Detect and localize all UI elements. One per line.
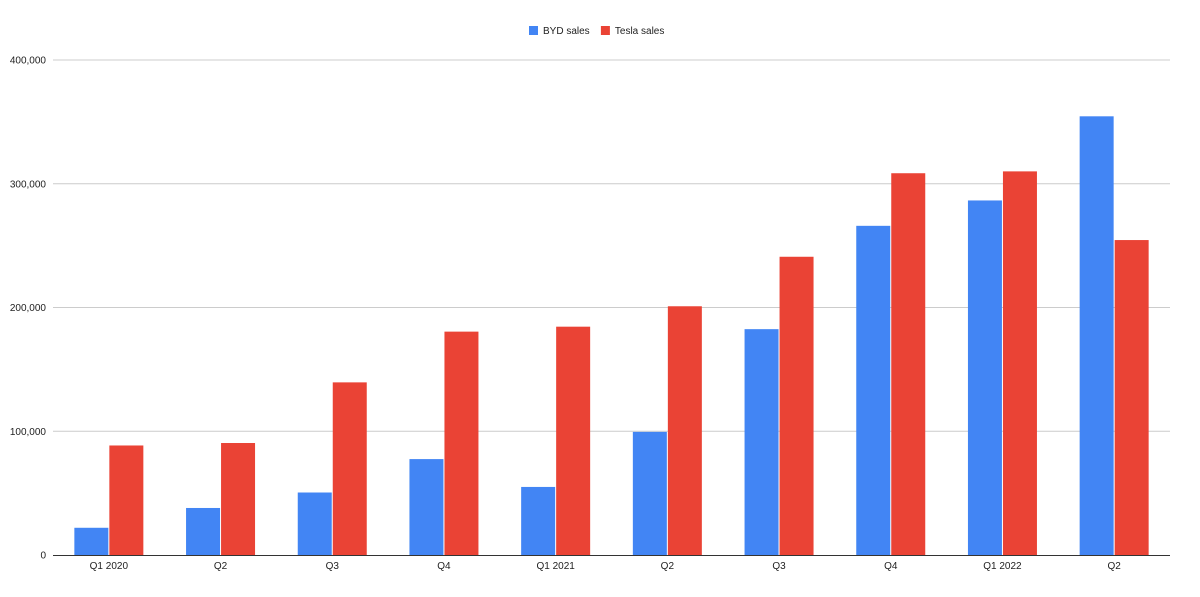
x-tick-label: Q3 (772, 561, 786, 572)
bar-byd (74, 527, 109, 555)
bar-tesla (109, 445, 144, 555)
bar-byd (632, 431, 667, 555)
gridlines (53, 59, 1170, 432)
bar-byd (521, 486, 556, 555)
x-tick-label: Q2 (1107, 561, 1121, 572)
x-tick-label: Q2 (661, 561, 675, 572)
bar-tesla (891, 173, 926, 555)
bar-tesla (1114, 240, 1149, 555)
bars (74, 116, 1149, 556)
legend-label: Tesla sales (615, 26, 664, 37)
x-tick-label: Q4 (437, 561, 451, 572)
bar-byd (967, 200, 1002, 556)
bar-tesla (779, 256, 814, 555)
bar-tesla (332, 382, 367, 555)
bar-byd (297, 492, 332, 555)
x-tick-label: Q1 2020 (90, 561, 129, 572)
x-tick-label: Q1 2021 (536, 561, 575, 572)
x-tick-label: Q1 2022 (983, 561, 1022, 572)
y-tick-label: 200,000 (10, 303, 47, 314)
bar-tesla (556, 326, 591, 555)
bar-byd (856, 225, 891, 555)
bar-tesla (221, 443, 256, 555)
y-tick-label: 100,000 (10, 427, 47, 438)
x-axis-tick-labels: Q1 2020 Q2 Q3 Q4 Q1 2021 Q2 Q3 Q4 Q1 2022 Q2 (90, 561, 1122, 572)
bar-byd (409, 459, 444, 555)
bar-byd (1079, 116, 1114, 556)
x-tick-label: Q2 (214, 561, 228, 572)
bar-tesla (444, 331, 479, 555)
bar-tesla (667, 306, 702, 555)
y-axis-tick-labels: 0 100,000 200,000 300,000 400,000 (10, 56, 47, 562)
bar-tesla (1002, 171, 1037, 555)
legend-label: BYD sales (543, 26, 590, 37)
y-tick-label: 400,000 (10, 56, 47, 67)
x-tick-label: Q3 (326, 561, 340, 572)
y-tick-label: 0 (40, 551, 46, 562)
legend-swatch (600, 26, 610, 35)
bar-byd (186, 507, 221, 555)
legend-swatch (529, 26, 538, 35)
x-tick-label: Q4 (884, 561, 898, 572)
y-tick-label: 300,000 (10, 179, 47, 190)
legend: BYD sales Tesla sales (529, 26, 664, 37)
bar-byd (744, 329, 779, 555)
